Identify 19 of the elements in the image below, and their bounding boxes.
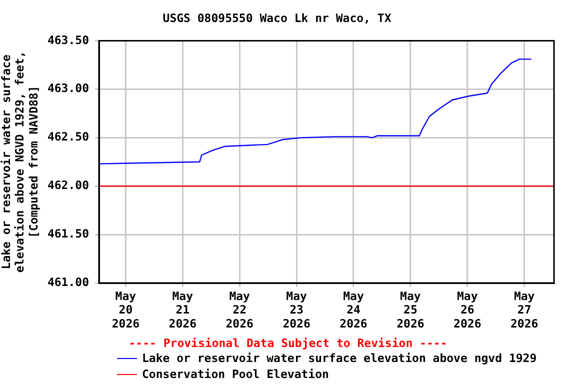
y-tick-label: 462.50 [47, 130, 90, 144]
y-tick-label: 461.50 [47, 226, 90, 241]
x-tick-label: May 20 2026 [112, 288, 140, 330]
text: ---- Provisional Data Subject to Revision ---- [128, 336, 448, 350]
x-tick-label: May 26 2026 [454, 288, 482, 330]
x-tick-label: May 25 2026 [396, 288, 424, 330]
y-tick-label: 463.00 [47, 81, 90, 96]
x-tick-label: May 27 2026 [510, 288, 538, 330]
legend-label: Lake or reservoir water surface elevation above ngvd 1929 [142, 351, 537, 365]
x-tick-label: May 23 2026 [282, 288, 310, 330]
chart-title: USGS 08095550 Waco Lk nr Waco, TX [162, 10, 392, 25]
y-tick-label: 461.00 [47, 274, 90, 289]
y-axis-title: Lake or reservoir water surface elevation above NGVD 1929, feet, [Computed from NAVD88] [0, 51, 40, 273]
x-tick-label: May 22 2026 [226, 288, 254, 330]
y-tick-label: 463.50 [47, 32, 90, 47]
x-tick-label: May 21 2026 [168, 288, 197, 330]
y-tick-label: 462.00 [47, 178, 90, 192]
x-tick-label: May 24 2026 [340, 288, 368, 330]
legend-label: Conservation Pool Elevation [142, 367, 329, 381]
